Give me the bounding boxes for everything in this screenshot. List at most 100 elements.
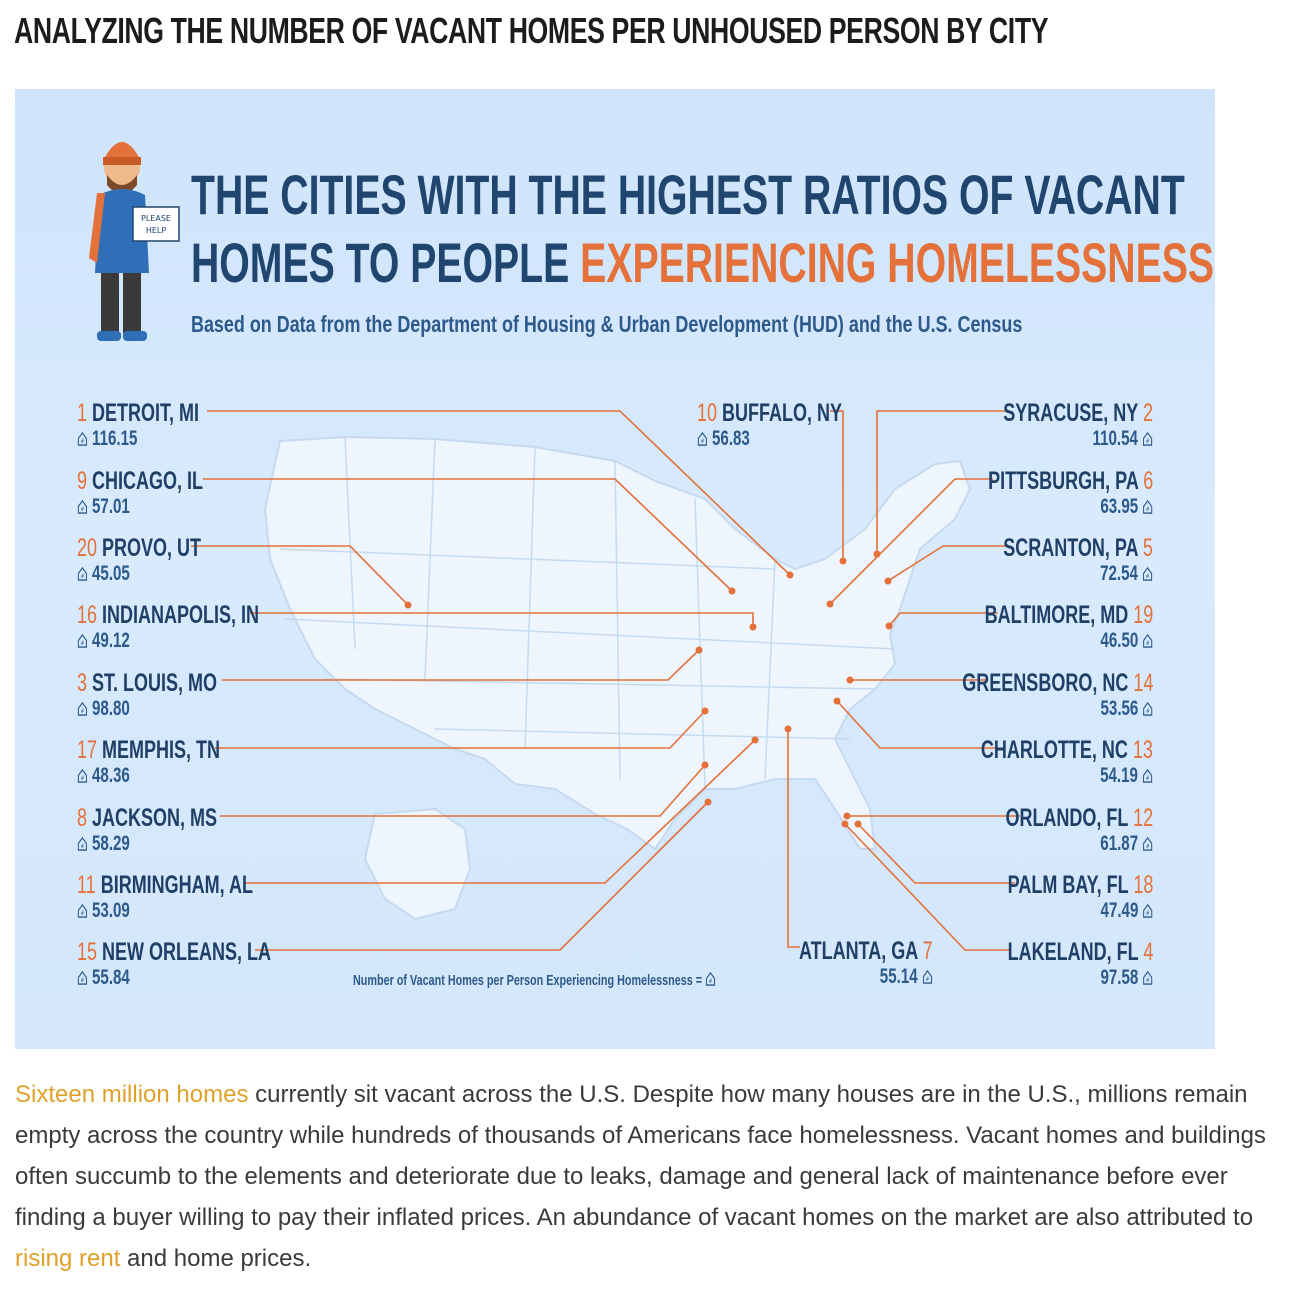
city-name: SYRACUSE, NY <box>1003 399 1138 427</box>
house-icon: # <box>77 768 87 783</box>
city-name: PALM BAY, FL <box>1007 871 1128 899</box>
house-icon: # <box>1143 431 1153 446</box>
city-value: 55.84 <box>92 966 130 989</box>
city-rank: 19 <box>1132 601 1153 629</box>
svg-text:#: # <box>81 641 84 648</box>
sixteen-million-homes-link[interactable]: Sixteen million homes <box>15 1081 249 1108</box>
city-entry: PITTSBURGH, PA 6 63.95 # <box>924 467 1153 519</box>
city-rank: 3 <box>77 669 88 697</box>
city-value: 53.09 <box>92 899 130 922</box>
house-icon: # <box>77 431 87 446</box>
paragraph-text-1: currently sit vacant across the U.S. Des… <box>15 1081 1266 1231</box>
infographic: PLEASE HELP THE CITIES WITH THE HIGHEST … <box>15 89 1215 1049</box>
city-value: 47.49 <box>1100 899 1138 922</box>
body-paragraph: Sixteen million homes currently sit vaca… <box>15 1074 1305 1279</box>
svg-text:#: # <box>1146 844 1149 851</box>
city-rank: 10 <box>697 399 718 427</box>
city-value: 48.36 <box>92 764 130 787</box>
city-value: 72.54 <box>1100 562 1138 585</box>
city-rank: 8 <box>77 804 88 832</box>
city-rank: 20 <box>77 534 98 562</box>
house-icon: # <box>1143 970 1153 985</box>
city-value: 110.54 <box>1092 427 1138 450</box>
house-icon: # <box>705 971 715 986</box>
house-icon: # <box>1143 499 1153 514</box>
svg-text:#: # <box>1146 709 1149 716</box>
city-entry: PALM BAY, FL 18 47.49 # <box>951 871 1153 923</box>
city-rank: 11 <box>77 871 96 899</box>
city-name: ORLANDO, FL <box>1005 804 1128 832</box>
svg-text:#: # <box>926 977 929 984</box>
infographic-subtitle: Based on Data from the Department of Hou… <box>191 311 1023 337</box>
city-entry: 11 BIRMINGHAM, AL # 53.09 <box>77 871 321 923</box>
title-line-2-accent: EXPERIENCING HOMELESSNESS <box>580 231 1215 294</box>
city-entry: CHARLOTTE, NC 13 54.19 # <box>914 736 1153 788</box>
house-icon: # <box>1143 566 1153 581</box>
city-value: 45.05 <box>92 562 130 585</box>
city-entry: 16 INDIANAPOLIS, IN # 49.12 <box>77 601 330 653</box>
city-name: MEMPHIS, TN <box>102 736 221 764</box>
city-name: JACKSON, MS <box>92 804 218 832</box>
svg-text:#: # <box>1146 978 1149 985</box>
svg-text:#: # <box>81 844 84 851</box>
city-rank: 18 <box>1132 871 1153 899</box>
city-value: 116.15 <box>92 427 138 450</box>
city-entry: BALTIMORE, MD 19 46.50 # <box>919 601 1153 653</box>
svg-text:#: # <box>1146 507 1149 514</box>
homeless-person-illustration: PLEASE HELP <box>89 142 180 341</box>
title-line-1: THE CITIES WITH THE HIGHEST RATIOS OF VA… <box>191 163 1185 226</box>
svg-text:#: # <box>709 979 712 986</box>
city-atlanta: ATLANTA, GA 7 55.14 # <box>747 937 933 989</box>
sign-text-2: HELP <box>146 226 167 235</box>
sign-text-1: PLEASE <box>141 214 171 223</box>
city-rank: 7 <box>922 937 933 965</box>
city-name: LAKELAND, FL <box>1007 938 1138 966</box>
house-icon: # <box>77 836 87 851</box>
house-icon: # <box>1143 768 1153 783</box>
city-entry: 9 CHICAGO, IL # 57.01 <box>77 467 252 519</box>
city-name: ST. LOUIS, MO <box>92 669 218 697</box>
city-name: BUFFALO, NY <box>722 399 843 427</box>
city-name: SCRANTON, PA <box>1003 534 1138 562</box>
house-icon: # <box>1143 701 1153 716</box>
svg-text:#: # <box>81 507 84 514</box>
city-name: BIRMINGHAM, AL <box>100 871 254 899</box>
house-icon: # <box>77 499 87 514</box>
svg-text:#: # <box>1146 641 1149 648</box>
svg-text:#: # <box>1146 776 1149 783</box>
city-value: 61.87 <box>1100 832 1138 855</box>
city-rank: 12 <box>1132 804 1153 832</box>
city-entry: 1 DETROIT, MI # 116.15 <box>77 399 246 451</box>
city-value: 97.58 <box>1100 966 1138 989</box>
city-value: 58.29 <box>92 832 130 855</box>
house-icon: # <box>923 969 933 984</box>
city-value: 63.95 <box>1100 495 1138 518</box>
city-rank: 1 <box>77 399 88 427</box>
city-rank: 15 <box>77 938 98 966</box>
city-entry: GREENSBORO, NC 14 53.56 # <box>888 669 1153 721</box>
city-entry: 8 JACKSON, MS # 58.29 <box>77 804 272 856</box>
house-icon: # <box>77 903 87 918</box>
us-map <box>191 410 1020 951</box>
infographic-title: THE CITIES WITH THE HIGHEST RATIOS OF VA… <box>191 161 1214 297</box>
city-entry: LAKELAND, FL 4 97.58 # <box>951 938 1153 990</box>
city-rank: 9 <box>77 467 88 495</box>
legend-text: Number of Vacant Homes per Person Experi… <box>353 972 703 989</box>
house-icon: # <box>697 431 707 446</box>
svg-text:#: # <box>81 574 84 581</box>
city-rank: 17 <box>77 736 98 764</box>
city-name: PROVO, UT <box>102 534 202 562</box>
svg-text:#: # <box>1146 439 1149 446</box>
svg-text:#: # <box>1146 911 1149 918</box>
rising-rent-link[interactable]: rising rent <box>15 1245 121 1272</box>
city-rank: 13 <box>1132 736 1153 764</box>
house-icon: # <box>77 566 87 581</box>
city-entry: 17 MEMPHIS, TN # 48.36 <box>77 736 276 788</box>
svg-text:#: # <box>81 978 84 985</box>
house-icon: # <box>1143 633 1153 648</box>
svg-text:#: # <box>81 776 84 783</box>
city-value: 57.01 <box>92 495 130 518</box>
city-name: DETROIT, MI <box>92 399 200 427</box>
svg-text:#: # <box>81 439 84 446</box>
city-value: 55.14 <box>880 965 918 988</box>
